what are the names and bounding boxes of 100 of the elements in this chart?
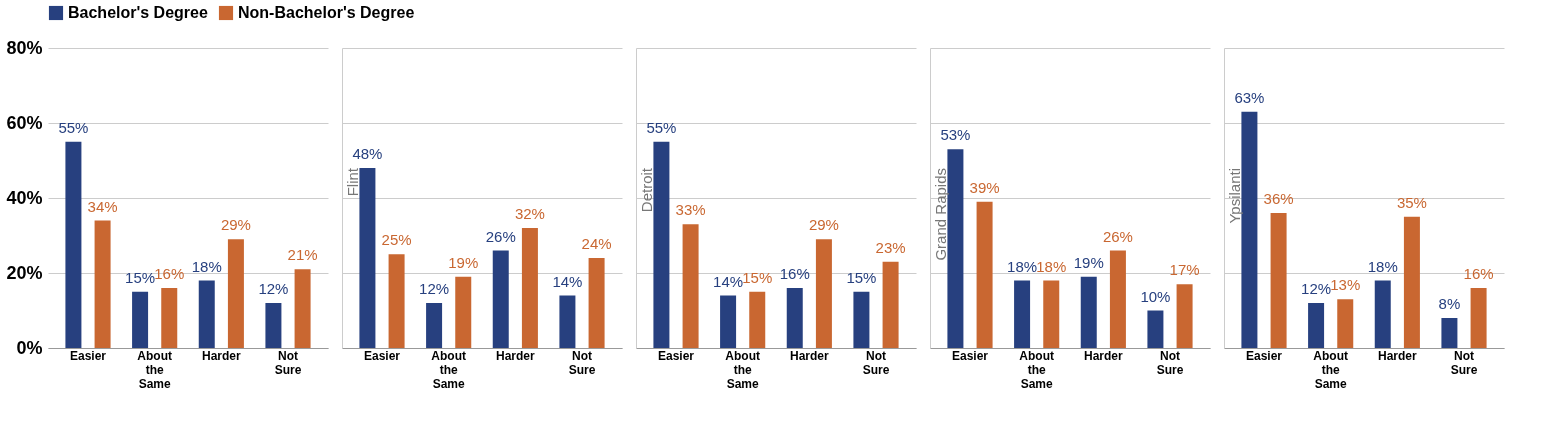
bar — [1441, 318, 1458, 348]
x-tick-label: Harder — [1377, 348, 1417, 363]
bar — [265, 303, 282, 348]
data-label: 55% — [646, 118, 677, 136]
bar — [1109, 250, 1126, 348]
data-label: 10% — [1140, 287, 1171, 305]
bar — [1241, 111, 1258, 348]
data-label: 18% — [191, 257, 222, 275]
bar — [588, 258, 605, 348]
bar — [720, 295, 737, 348]
data-label: 55% — [58, 118, 89, 136]
data-label: 53% — [940, 126, 971, 144]
y-tick-label: 60% — [6, 112, 43, 133]
x-tick-label: About the Same — [137, 348, 172, 391]
y-tick-label: 80% — [6, 37, 43, 58]
bar — [388, 254, 405, 348]
data-label: 26% — [485, 227, 516, 245]
bar — [815, 239, 832, 348]
bar — [1147, 310, 1164, 348]
bar — [682, 224, 699, 348]
data-label: 14% — [552, 272, 583, 290]
data-label: 12% — [419, 280, 450, 297]
data-label: 15% — [125, 268, 156, 286]
data-label: 29% — [808, 216, 839, 234]
x-tick-label: Not Sure — [568, 348, 596, 377]
text: Detroit — [638, 167, 655, 213]
bar — [882, 261, 899, 348]
data-label: 33% — [675, 201, 706, 219]
x-tick-label: Easier — [363, 348, 401, 363]
data-label: 19% — [448, 253, 479, 271]
data-label: 25% — [381, 231, 412, 249]
data-label: 17% — [1169, 261, 1200, 279]
bar — [1470, 288, 1487, 348]
data-label: 18% — [1036, 257, 1067, 275]
x-tick-label: About the Same — [431, 348, 466, 391]
bar — [521, 228, 538, 348]
bar — [132, 291, 149, 348]
data-label: 23% — [875, 238, 906, 256]
data-label: 18% — [1007, 257, 1038, 275]
legend-label: Bachelor's Degree — [68, 4, 208, 21]
data-label: 36% — [1263, 190, 1294, 207]
bar — [426, 303, 443, 348]
data-label: 34% — [87, 197, 118, 215]
data-label: 63% — [1234, 88, 1265, 106]
bar — [1374, 280, 1391, 348]
x-tick-label: Easier — [1245, 348, 1283, 363]
bar — [161, 288, 178, 348]
x-tick-label: Harder — [1083, 348, 1123, 363]
data-label: 16% — [779, 265, 810, 282]
x-tick-label: Not Sure — [1156, 348, 1184, 377]
bar — [1337, 299, 1354, 348]
data-label: 32% — [514, 205, 545, 222]
x-tick-label: Easier — [69, 348, 107, 363]
y-tick-label: 20% — [6, 262, 43, 283]
x-tick-label: Not Sure — [862, 348, 890, 377]
data-label: 16% — [1463, 265, 1494, 282]
text: Ypsilanti — [1226, 168, 1243, 224]
data-label: 19% — [1073, 253, 1104, 271]
data-label: 8% — [1438, 295, 1461, 312]
x-tick-label: About the Same — [1313, 348, 1348, 391]
bar — [1308, 303, 1325, 348]
data-label: 12% — [1301, 280, 1332, 297]
y-tick-label: 40% — [6, 187, 43, 208]
bar — [786, 288, 803, 348]
bar — [227, 239, 244, 348]
bar — [749, 291, 766, 348]
data-label: 21% — [287, 246, 318, 264]
data-label: 16% — [154, 265, 185, 282]
bar — [853, 291, 870, 348]
y-tick-label: 0% — [16, 337, 43, 358]
bar — [976, 201, 993, 348]
x-tick-label: Harder — [789, 348, 829, 363]
x-tick-label: About the Same — [725, 348, 760, 391]
legend-label: Non-Bachelor's Degree — [238, 4, 415, 21]
data-label: 15% — [742, 268, 773, 286]
bar — [65, 141, 82, 348]
bar — [492, 250, 509, 348]
x-tick-label: Easier — [951, 348, 989, 363]
bar — [359, 168, 376, 348]
data-label: 14% — [713, 272, 744, 290]
data-label: 29% — [220, 216, 251, 234]
x-tick-label: Harder — [201, 348, 241, 363]
bar — [559, 295, 576, 348]
bar — [94, 220, 111, 348]
x-tick-label: Not Sure — [274, 348, 302, 377]
data-label: 13% — [1330, 276, 1361, 294]
bar — [653, 141, 670, 348]
bar — [1014, 280, 1031, 348]
x-tick-label: Harder — [495, 348, 535, 363]
bar — [294, 269, 311, 348]
bar — [1403, 216, 1420, 348]
data-label: 26% — [1102, 227, 1133, 245]
text: Grand Rapids — [932, 168, 949, 261]
bar — [1080, 276, 1097, 348]
data-label: 48% — [352, 145, 383, 162]
data-label: 39% — [969, 178, 1000, 196]
data-label: 12% — [258, 280, 289, 297]
bar — [1270, 213, 1287, 348]
x-tick-label: Not Sure — [1450, 348, 1478, 377]
data-label: 24% — [581, 235, 612, 252]
